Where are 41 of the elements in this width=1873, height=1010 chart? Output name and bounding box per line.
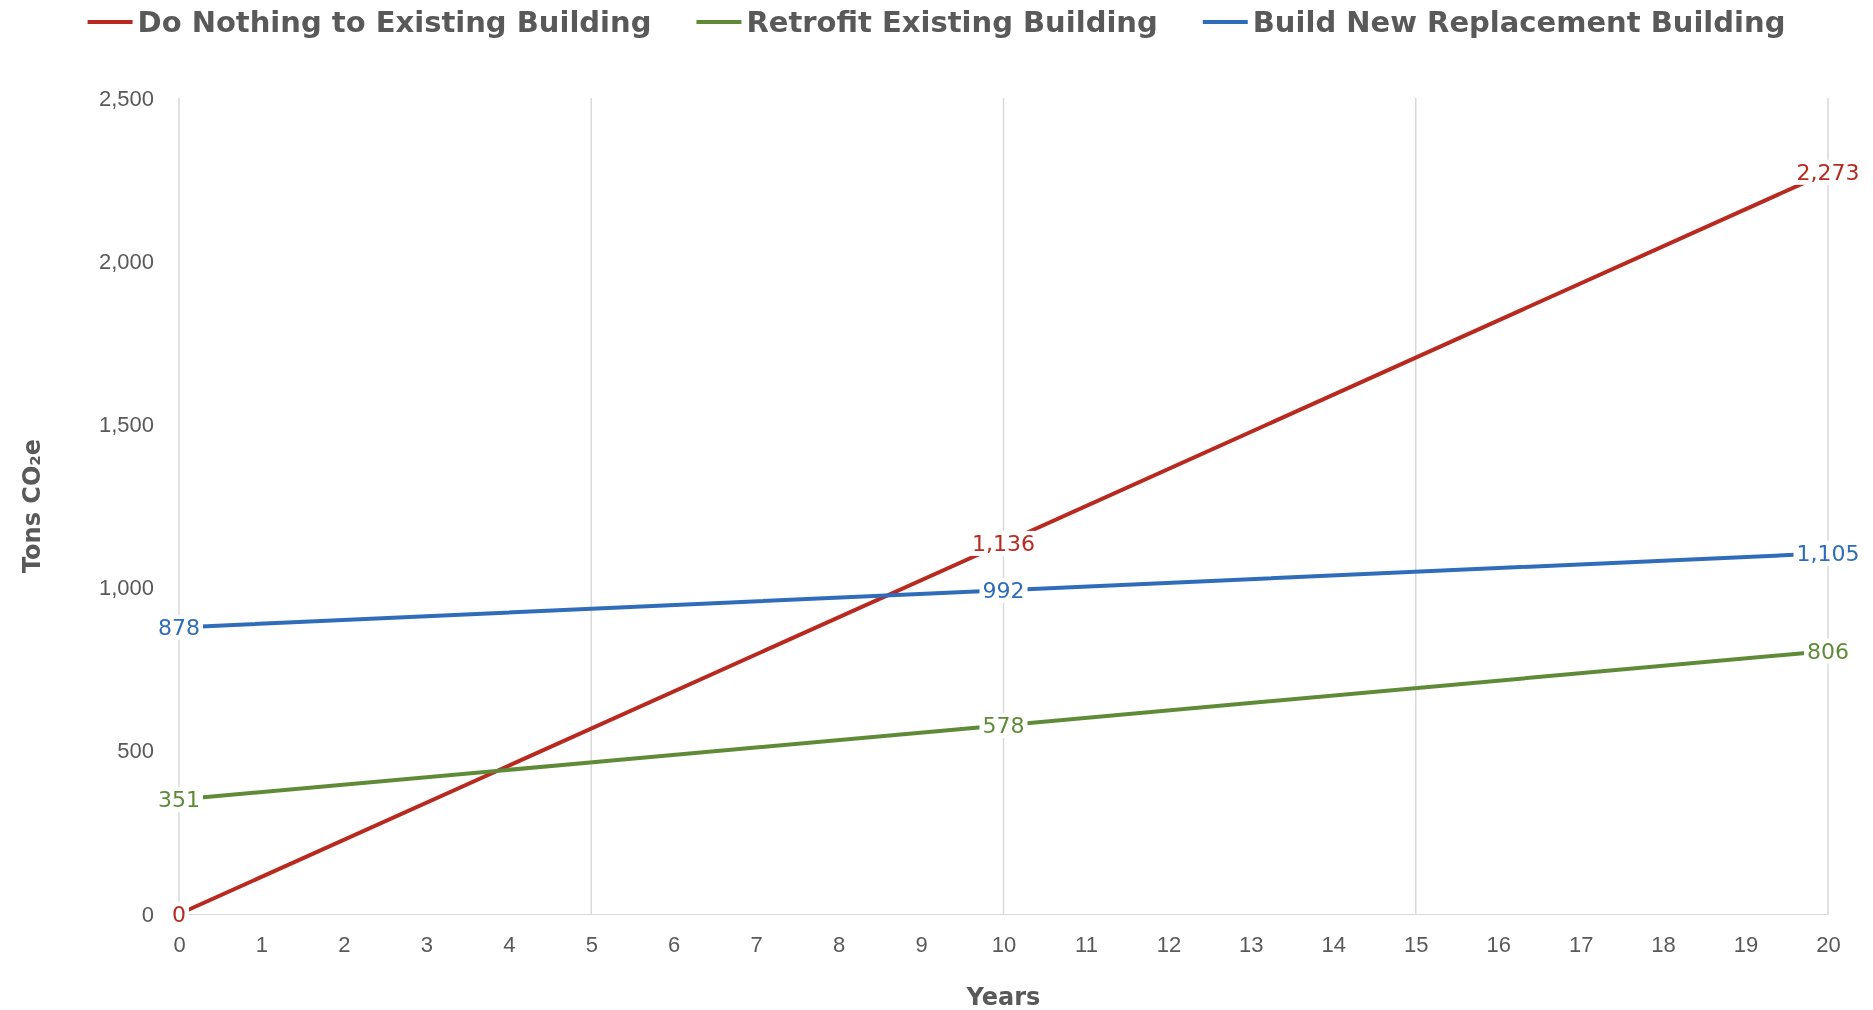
data-label: 578	[982, 713, 1025, 739]
y-axis-title: Tons CO₂e	[18, 438, 46, 574]
x-tick-label: 19	[1733, 931, 1759, 957]
data-label: 1,105	[1796, 541, 1860, 567]
legend-label: Retrofit Existing Building	[746, 5, 1158, 40]
x-axis-title: Years	[965, 983, 1041, 1010]
x-tick-label: 11	[1075, 931, 1098, 957]
x-tick-label: 13	[1239, 931, 1264, 957]
y-tick-label: 0	[141, 901, 154, 927]
y-tick-label: 500	[117, 738, 154, 764]
x-tick-label: 1	[255, 931, 269, 957]
data-label: 992	[982, 577, 1025, 603]
data-label: 2,273	[1796, 159, 1860, 185]
x-tick-label: 9	[915, 931, 928, 957]
x-tick-label: 6	[668, 931, 681, 957]
y-tick-label: 2,000	[98, 248, 154, 274]
data-label: 0	[172, 901, 186, 927]
x-tick-label: 2	[338, 931, 351, 957]
y-tick-label: 1,500	[98, 411, 154, 437]
data-label: 1,136	[972, 530, 1035, 556]
x-tick-label: 16	[1486, 931, 1511, 957]
y-tick-label: 2,500	[98, 85, 154, 111]
x-tick-label: 15	[1404, 931, 1429, 957]
legend-label: Build New Replacement Building	[1252, 5, 1786, 40]
x-tick-label: 3	[420, 931, 433, 957]
x-tick-label: 14	[1321, 931, 1347, 957]
x-tick-label: 12	[1156, 931, 1182, 957]
legend-label: Do Nothing to Existing Building	[137, 5, 652, 40]
x-tick-label: 20	[1816, 931, 1841, 957]
x-tick-label: 10	[991, 931, 1017, 957]
data-label: 806	[1807, 638, 1849, 664]
x-tick-label: 17	[1568, 931, 1594, 957]
x-tick-label: 8	[832, 931, 846, 957]
x-tick-label: 0	[173, 931, 186, 957]
data-label: 351	[158, 787, 200, 813]
x-tick-label: 7	[750, 931, 763, 957]
x-tick-label: 18	[1651, 931, 1676, 957]
data-label: 878	[158, 615, 200, 641]
y-tick-label: 1,000	[98, 575, 154, 601]
x-tick-label: 5	[585, 931, 598, 957]
x-tick-label: 4	[503, 931, 516, 957]
